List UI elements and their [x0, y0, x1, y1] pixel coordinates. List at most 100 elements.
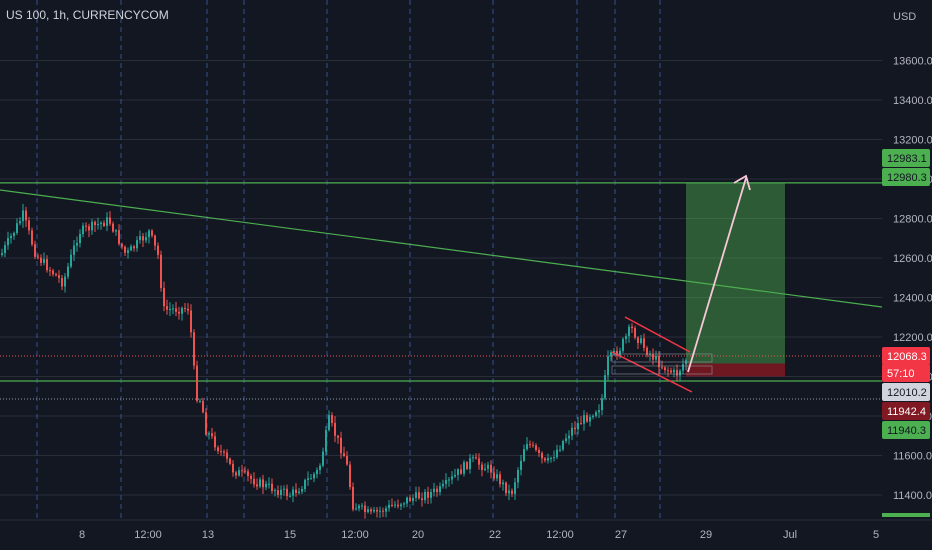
candle-body — [595, 412, 597, 416]
price-tag-label: 12983.1 — [887, 153, 927, 165]
y-tick-label: 13200.0 — [893, 135, 932, 147]
candle-body — [673, 370, 675, 373]
candle-body — [256, 484, 258, 487]
candle-body — [112, 223, 114, 232]
candle-body — [391, 504, 393, 506]
candle-body — [286, 488, 288, 497]
candle-body — [94, 221, 96, 226]
candle-body — [478, 458, 480, 465]
candle-body — [403, 503, 405, 505]
candle-body — [313, 474, 315, 479]
price-tag-label: 12010.2 — [887, 387, 927, 399]
candle-body — [7, 238, 9, 246]
candle-body — [352, 487, 354, 510]
time-axis[interactable]: 8 12:00 13 15 12:00 20 22 12:00 27 29 Jul 5 — [0, 519, 932, 541]
x-tick-label: 15 — [284, 529, 296, 541]
candle-body — [310, 478, 312, 480]
grid-lines — [0, 60, 882, 496]
candle-body — [232, 463, 234, 473]
candle-body — [520, 460, 522, 470]
candle-body — [91, 221, 93, 231]
candle-body — [418, 492, 420, 499]
loss-zone — [686, 363, 785, 377]
candle-body — [502, 482, 504, 485]
price-tag-bg — [882, 347, 930, 365]
candle-body — [124, 246, 126, 253]
candle-body — [109, 217, 111, 224]
candle-body — [82, 225, 84, 235]
y-tick-label: 12400.0 — [893, 293, 932, 305]
candle-body — [652, 354, 654, 360]
candle-body — [196, 365, 198, 401]
candle-body — [676, 370, 678, 376]
candle-body — [1, 253, 3, 255]
candle-body — [415, 492, 417, 498]
candle-body — [517, 469, 519, 483]
x-tick-label: 20 — [412, 529, 424, 541]
price-tag-label: 11940.3 — [887, 425, 926, 437]
candle-body — [133, 246, 135, 249]
y-tick-label: 12600.0 — [893, 253, 932, 265]
candle-body — [667, 370, 669, 372]
channel-lower-line — [611, 351, 693, 393]
candle-body — [454, 474, 456, 477]
candle-body — [376, 509, 378, 512]
candle-body — [421, 498, 423, 501]
candle-body — [430, 491, 432, 498]
candle-body — [277, 490, 279, 495]
candle-body — [115, 230, 117, 232]
candle-body — [145, 237, 147, 241]
candle-body — [16, 223, 18, 233]
candle-body — [568, 435, 570, 439]
candle-body — [406, 497, 408, 504]
candle-body — [121, 243, 123, 247]
candle-body — [379, 510, 381, 512]
y-tick-label: 13400.0 — [893, 95, 932, 107]
currency-label: USD — [893, 11, 916, 23]
candle-body — [253, 478, 255, 485]
projection-arrowhead — [733, 174, 751, 191]
candle-body — [307, 478, 309, 480]
candle-body — [586, 415, 588, 422]
candle-body — [205, 412, 207, 435]
candle-body — [565, 438, 567, 442]
candle-body — [400, 504, 402, 507]
candle-body — [394, 504, 396, 506]
candle-body — [532, 444, 534, 446]
candle-body — [325, 430, 327, 452]
candle-body — [487, 464, 489, 469]
consolidation-box — [611, 353, 713, 363]
candle-body — [349, 464, 351, 488]
candle-body — [184, 307, 186, 309]
candle-body — [217, 447, 219, 452]
candle-body — [538, 449, 540, 453]
candle-body — [499, 474, 501, 485]
candle-body — [250, 475, 252, 479]
candle-body — [682, 364, 684, 371]
candle-body — [589, 417, 591, 422]
y-tick-label: 12800.0 — [893, 214, 932, 226]
projection-arrow-line — [687, 177, 747, 373]
candle-body — [70, 254, 72, 267]
candle-body — [514, 482, 516, 494]
candle-body — [646, 347, 648, 356]
candle-body — [577, 423, 579, 430]
candle-body — [463, 462, 465, 474]
candle-body — [31, 230, 33, 245]
price-tag-bg — [882, 402, 930, 420]
candle-body — [127, 250, 129, 253]
candle-body — [469, 458, 471, 469]
candle-body — [289, 495, 291, 497]
candle-body — [580, 423, 582, 425]
candle-body — [199, 400, 201, 402]
x-tick-label: Jul — [783, 529, 797, 541]
candle-body — [268, 483, 270, 485]
candle-body — [229, 458, 231, 464]
candle-body — [10, 235, 12, 239]
candle-body — [100, 222, 102, 224]
candle-body — [139, 236, 141, 241]
candle-body — [265, 483, 267, 488]
candle-body — [346, 455, 348, 465]
candle-body — [472, 457, 474, 459]
